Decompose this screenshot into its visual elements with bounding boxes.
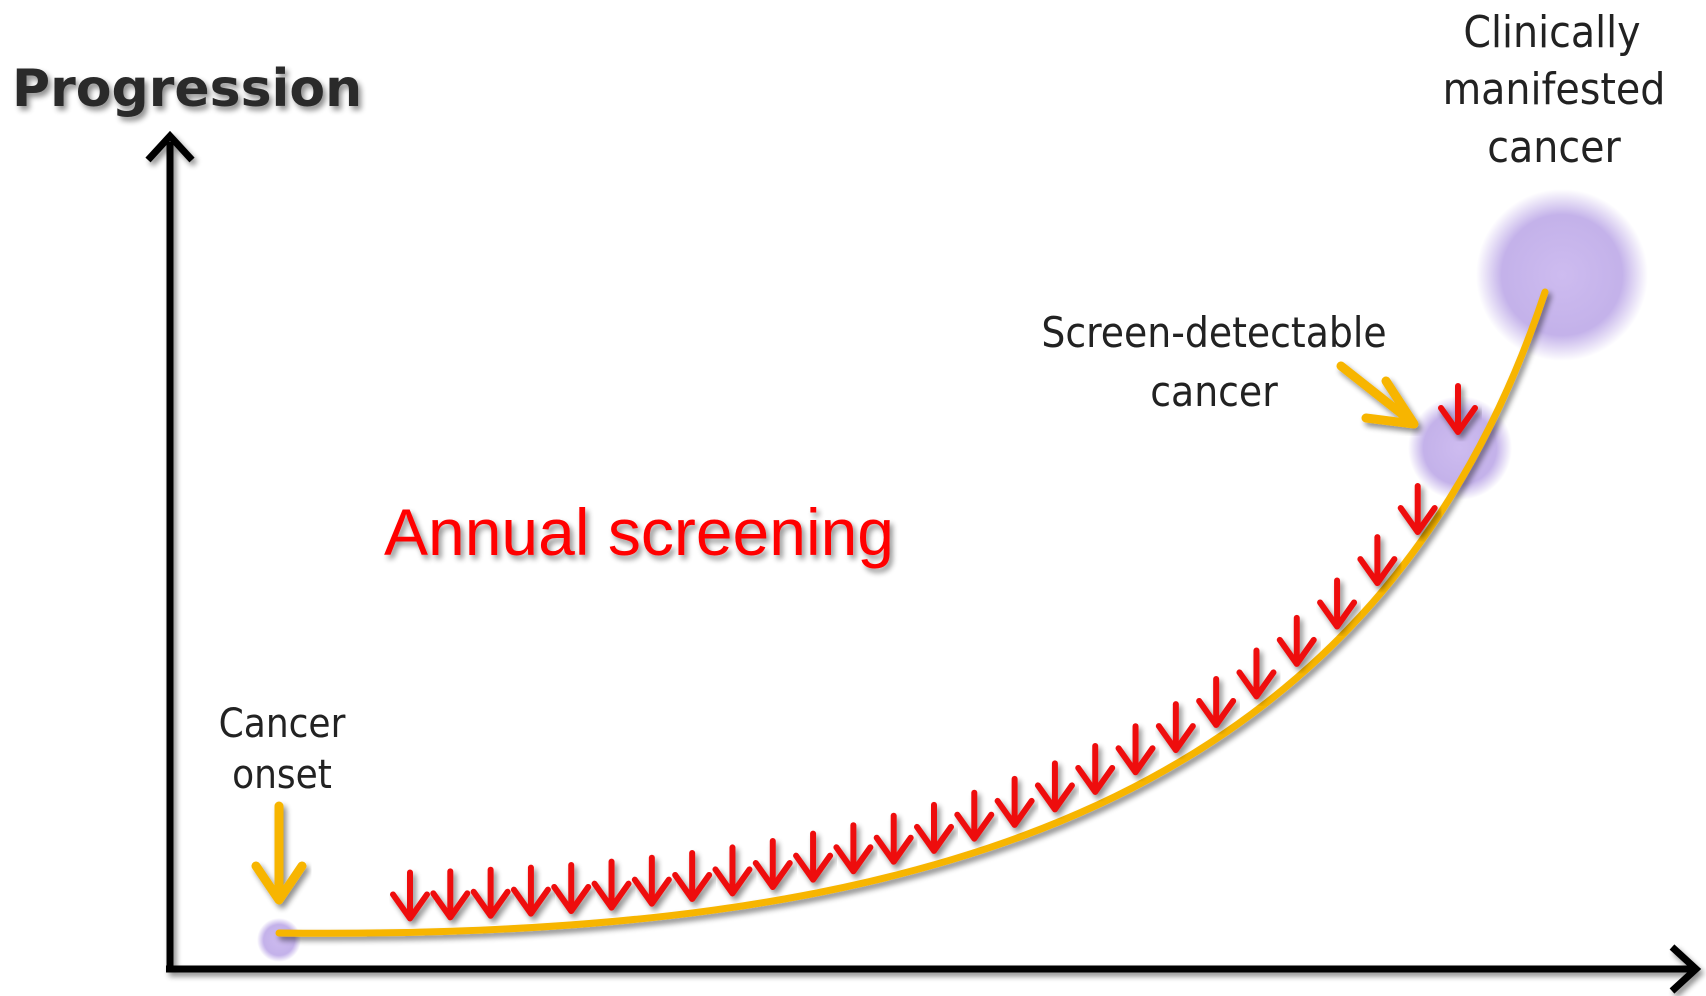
screening-arrow (873, 812, 914, 865)
screening-arrow (591, 858, 632, 911)
screening-arrow (833, 822, 874, 875)
screening-arrow (551, 861, 592, 914)
screening-arrow (994, 775, 1035, 828)
detectable-cancer-glow (1408, 396, 1512, 500)
screening-arrow (712, 844, 753, 897)
screening-arrow (1397, 483, 1438, 536)
svg-text:Cancer: Cancer (219, 701, 346, 747)
x-axis-arrowhead (1669, 944, 1702, 994)
screening-arrow (390, 869, 430, 922)
screening-arrow (752, 838, 793, 891)
onset-arrow (251, 801, 307, 905)
screening-arrow (1276, 614, 1317, 667)
onset-label: Cancer onset (219, 701, 346, 798)
screening-arrow (954, 789, 995, 842)
y-axis-arrowhead (145, 130, 195, 163)
screening-arrow (1155, 701, 1196, 754)
annual-screening-arrows (390, 383, 1478, 922)
screening-arrow (1034, 760, 1075, 813)
detectable-cancer-label: Screen-detectable cancer (1041, 308, 1386, 416)
screening-arrow (470, 866, 511, 919)
progression-curve (275, 288, 1549, 937)
screening-arrow (914, 801, 954, 854)
detectable-pointer-arrow (1336, 361, 1419, 429)
y-axis-title: Progression (12, 59, 362, 119)
screening-arrow (1075, 742, 1116, 795)
screening-arrow (1236, 647, 1277, 700)
screening-arrow (1357, 534, 1398, 587)
clinical-cancer-glow (1476, 189, 1648, 361)
svg-text:Screen-detectable: Screen-detectable (1041, 308, 1386, 357)
screening-arrow (1196, 675, 1237, 728)
svg-text:cancer: cancer (1150, 367, 1278, 416)
screening-arrow (1317, 577, 1358, 630)
screening-arrow (793, 830, 834, 883)
svg-text:manifested: manifested (1443, 64, 1666, 115)
annual-screening-label: Annual screening (384, 495, 894, 569)
svg-text:onset: onset (232, 752, 332, 798)
svg-text:Clinically: Clinically (1463, 7, 1640, 58)
axes (145, 130, 1702, 994)
screening-arrow (430, 868, 471, 921)
screening-arrow (672, 849, 713, 902)
clinical-cancer-label: Clinically manifested cancer (1443, 7, 1666, 173)
screening-arrow (631, 854, 672, 907)
onset-glow (257, 918, 301, 962)
screening-arrow (510, 864, 551, 917)
svg-text:cancer: cancer (1487, 122, 1621, 173)
screening-arrow (1115, 723, 1156, 776)
screening-arrow (1438, 383, 1478, 435)
